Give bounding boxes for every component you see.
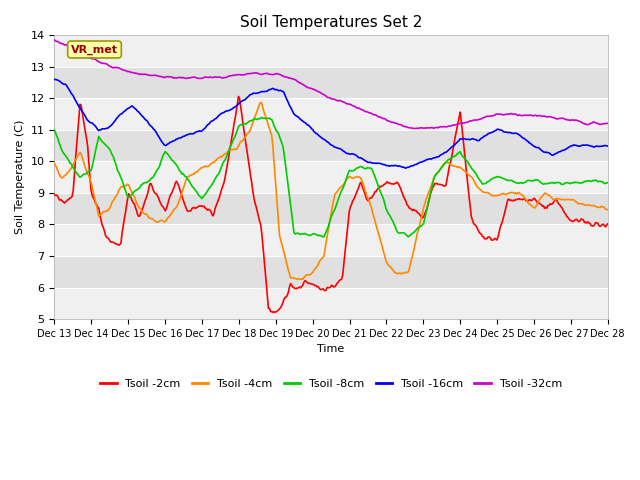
X-axis label: Time: Time — [317, 344, 345, 354]
Legend: Tsoil -2cm, Tsoil -4cm, Tsoil -8cm, Tsoil -16cm, Tsoil -32cm: Tsoil -2cm, Tsoil -4cm, Tsoil -8cm, Tsoi… — [95, 374, 566, 393]
Bar — [54, 130, 608, 161]
Bar — [54, 36, 608, 67]
Bar — [54, 161, 608, 193]
Text: VR_met: VR_met — [71, 44, 118, 55]
Bar — [54, 67, 608, 98]
Bar — [54, 193, 608, 225]
Title: Soil Temperatures Set 2: Soil Temperatures Set 2 — [240, 15, 422, 30]
Bar — [54, 256, 608, 288]
Bar — [54, 288, 608, 319]
Bar — [54, 225, 608, 256]
Bar — [54, 98, 608, 130]
Y-axis label: Soil Temperature (C): Soil Temperature (C) — [15, 120, 25, 234]
